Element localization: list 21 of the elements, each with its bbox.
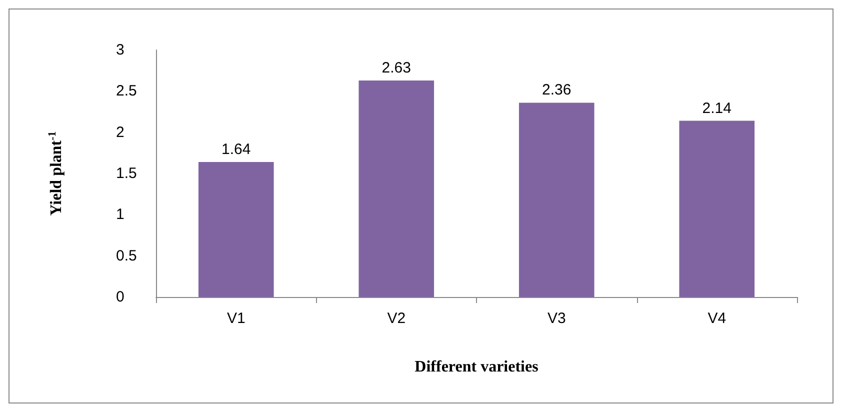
data-label: 2.63 [382, 59, 411, 76]
data-label: 1.64 [222, 140, 251, 158]
x-tick-label: V1 [226, 310, 246, 327]
y-tick-label: 0.5 [116, 247, 137, 264]
data-label: 2.14 [702, 100, 732, 117]
y-tick-label: 2 [116, 124, 124, 141]
x-tick-label: V2 [387, 310, 406, 327]
y-tick-label: 1 [116, 206, 124, 224]
bar [679, 120, 755, 297]
x-tick-label: V3 [547, 310, 566, 327]
y-tick-label: 0 [116, 288, 124, 306]
bar [358, 80, 434, 297]
bar [198, 162, 274, 297]
data-label: 2.36 [542, 82, 572, 99]
y-tick-label: 2.5 [116, 82, 137, 100]
x-axis-title: Different varieties [414, 358, 538, 376]
x-tick-label: V4 [708, 310, 726, 327]
y-tick-label: 1.5 [116, 165, 137, 182]
y-tick-label: 3 [116, 42, 124, 58]
y-axis-title: Yield plant-1 [46, 131, 65, 216]
bar [518, 102, 594, 297]
